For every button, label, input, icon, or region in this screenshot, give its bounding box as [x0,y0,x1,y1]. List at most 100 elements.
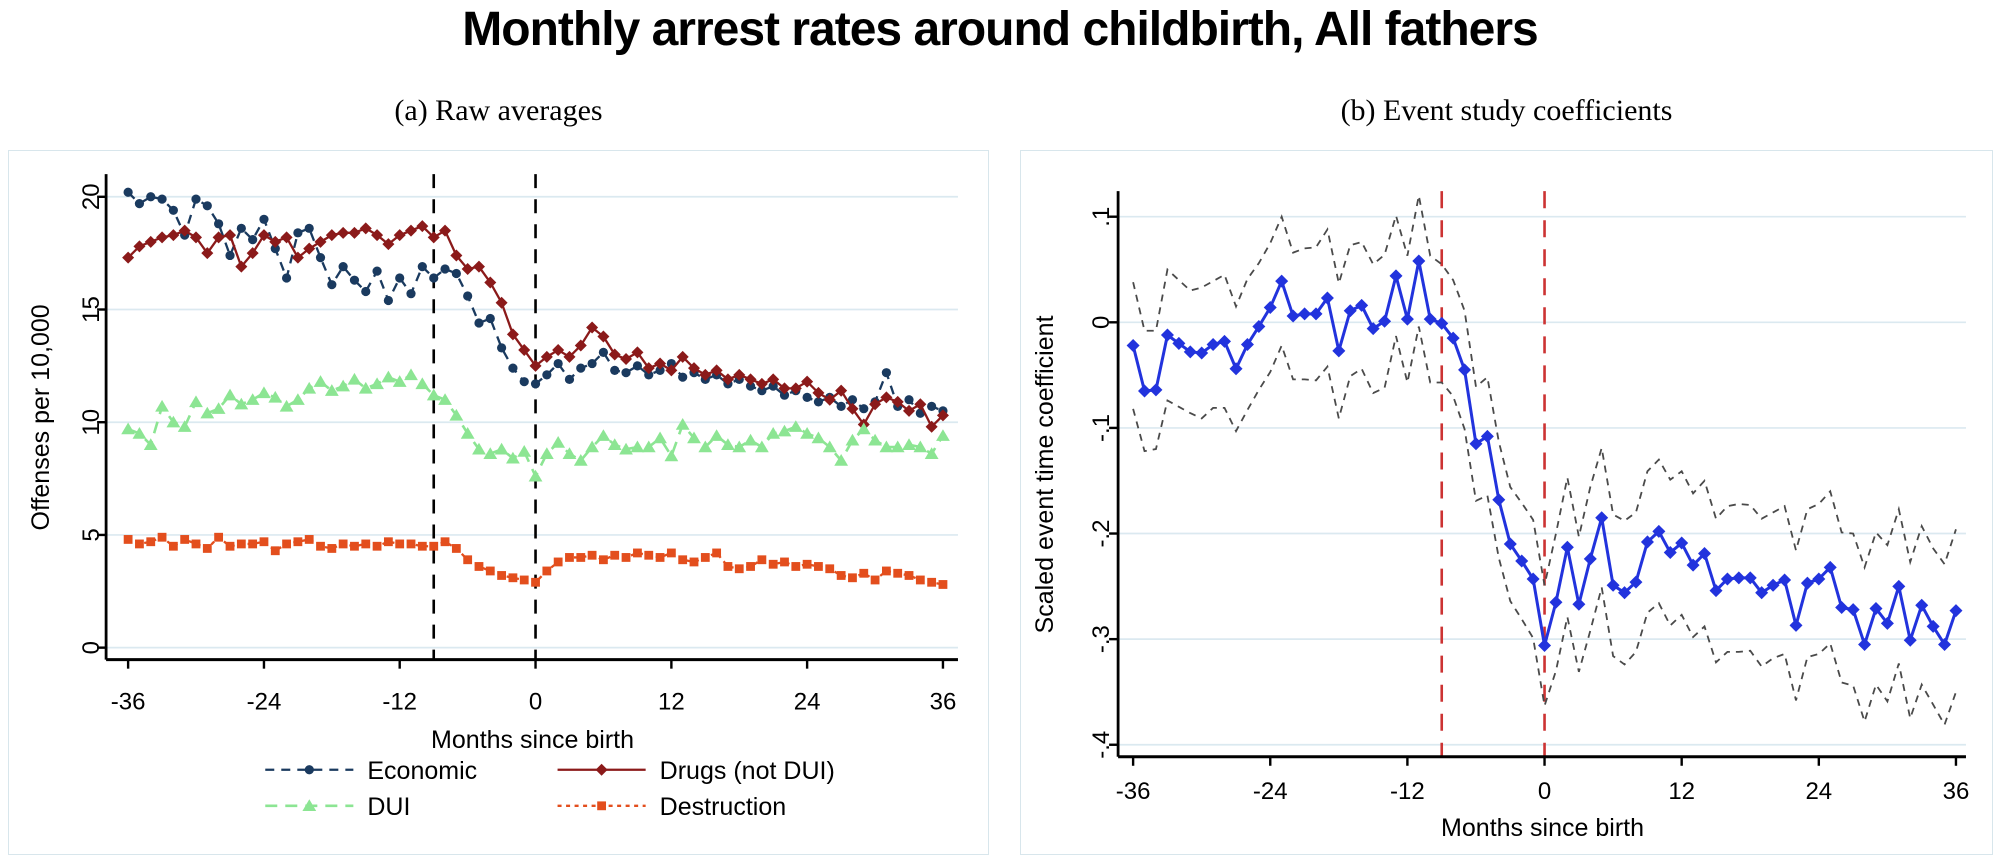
series-destruction-marker [599,555,608,565]
series-scaled-event-time-coefficient-marker [1480,429,1494,443]
series-scaled-event-time-coefficient-marker [1766,578,1780,592]
series-scaled-event-time-coefficient-marker [1275,274,1289,288]
series-dui-marker [268,390,283,403]
series-destruction-marker [565,553,574,562]
series-economic-marker [542,370,552,380]
series-drugs-not-dui-marker [710,364,723,377]
x-tick-label: -24 [1253,778,1288,805]
series-drugs-not-dui-marker [280,231,293,244]
series-scaled-event-time-coefficient-marker [1149,383,1163,397]
series-drugs-not-dui-marker [269,235,282,248]
series-drugs-not-dui-marker [325,229,338,242]
series-scaled-event-time-coefficient-marker [1846,603,1860,617]
series-dui-marker [449,408,464,421]
series-economic-marker [214,219,224,229]
series-economic-marker [123,187,133,197]
series-drugs-not-dui-marker [212,231,225,244]
series-scaled-event-time-coefficient-marker [1183,345,1197,359]
series-scaled-event-time-coefficient-marker [1549,595,1563,609]
panel-b-subtitle: (b) Event study coefficients [1340,94,1673,127]
raw-averages-chart: 0 5 10 15 20 -36 -24 -12 0 12 24 36 Months since bir… [27,174,958,821]
figure-title: Monthly arrest rates around childbirth, … [462,3,1538,56]
panel-raw-averages: 0 5 10 15 20 -36 -24 -12 0 12 24 36 Months since bir… [8,150,989,855]
series-dui-marker [211,402,226,414]
series-dui-marker [868,433,882,446]
series-destruction-marker [361,539,371,549]
series-scaled-event-time-coefficient-marker [1515,554,1529,568]
series-dui-marker [619,442,633,455]
y-tick-label: 0 [78,641,105,654]
series-dui-marker [709,429,724,441]
y-axis-title: Offenses per 10,000 [27,304,55,530]
series-economic-marker [927,401,937,412]
series-destruction-marker [429,541,439,551]
series-drugs-not-dui-marker [914,398,927,411]
series-economic-marker [440,264,450,274]
series-destruction-marker [904,571,914,580]
series-economic-marker [644,370,654,380]
series-destruction-marker [610,550,620,560]
series-destruction-marker [304,535,314,544]
series-economic-marker [768,381,778,391]
series-destruction-marker [440,537,450,547]
series-ci-lower-line [1132,326,1957,727]
series-destruction-marker [146,537,156,547]
series-scaled-event-time-coefficient-marker [1732,571,1746,585]
series-dui-marker [257,386,271,399]
series-dui-marker [324,384,339,396]
legend-dui-marker [302,799,317,812]
series-scaled-event-time-coefficient-marker [1286,309,1300,323]
series-scaled-event-time-coefficient-marker [1435,316,1449,330]
series-economic-marker [485,313,495,324]
series-economic-marker [327,280,337,290]
series-destruction-marker [282,539,291,549]
series-destruction-marker [938,580,948,589]
series-economic-marker [813,397,824,407]
series-destruction-marker [202,544,212,553]
series-dui-marker [392,375,407,387]
series-destruction-marker [191,539,201,549]
series-destruction-marker [859,568,869,578]
legend-destruction-marker [597,801,607,811]
series-economic-marker [451,268,461,279]
series-scaled-event-time-coefficient-marker [1595,511,1609,525]
series-economic-marker [417,262,427,272]
series-destruction-marker [157,532,167,542]
series-destruction-marker [542,566,552,576]
series-scaled-event-time-coefficient-marker [1526,572,1540,586]
series-drugs-not-dui-marker [167,229,180,242]
series-destruction-marker [508,573,518,583]
series-drugs-not-dui-marker [552,344,565,357]
series-scaled-event-time-coefficient-marker [1138,384,1152,398]
series-dui-marker [166,415,181,428]
series-economic-marker [191,194,201,204]
x-tick-label: 0 [1538,778,1551,805]
series-destruction-marker [700,553,710,562]
legend-label-destruction: Destruction [660,793,787,821]
series-drugs-not-dui-marker [427,231,440,244]
series-dui-marker [630,440,645,453]
series-drugs-not-dui-marker [348,226,361,239]
series-economic-marker [859,404,869,414]
series-dui-marker [528,469,543,482]
series-destruction-marker [270,546,280,556]
series-dui-marker [177,420,192,432]
series-scaled-event-time-coefficient-marker [1309,307,1323,321]
x-tick-label: 36 [930,689,957,716]
series-destruction-marker [519,575,529,585]
series-dui-marker [664,449,679,462]
x-tick-label: 12 [1668,778,1695,805]
series-economic-marker [474,318,484,328]
series-dui-marker [653,431,667,444]
series-scaled-event-time-coefficient-marker [1938,637,1952,651]
series-economic-marker [304,223,314,233]
series-destruction-marker [791,562,801,571]
series-destruction-marker [214,532,224,542]
series-dui-marker [200,406,215,419]
series-dui-marker [721,438,735,450]
series-dui-marker [347,372,362,385]
series-drugs-not-dui-marker [823,393,836,406]
series-economic-marker [508,363,518,373]
series-drugs-not-dui-marker [189,231,202,244]
series-drugs-not-dui-marker [789,382,802,395]
